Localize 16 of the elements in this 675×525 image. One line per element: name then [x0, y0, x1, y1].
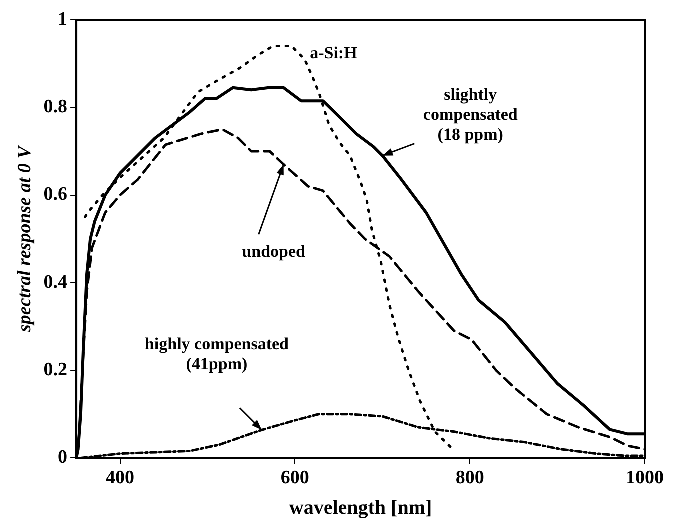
text: undoped [242, 242, 306, 261]
y-tick-label: 0.6 [44, 184, 68, 206]
y-axis-title: spectral response at 0 V [14, 144, 36, 333]
x-axis-title: wavelength [nm] [289, 497, 432, 520]
series-label: a-Si:H [310, 44, 358, 63]
y-tick-label: 0.8 [44, 96, 68, 118]
text: highly compensated (41ppm) [144, 334, 290, 374]
y-tick-label: 1 [58, 8, 68, 30]
x-tick-label: 1000 [626, 468, 664, 489]
y-tick-label: 0.2 [44, 359, 68, 380]
text: slightly compensated (18 ppm) [423, 85, 518, 144]
y-tick-label: 0.4 [44, 272, 68, 293]
x-tick-label: 600 [280, 468, 310, 489]
y-tick-label: 0 [58, 447, 68, 468]
x-tick-label: 400 [106, 468, 135, 489]
x-tick-label: 800 [456, 468, 484, 489]
